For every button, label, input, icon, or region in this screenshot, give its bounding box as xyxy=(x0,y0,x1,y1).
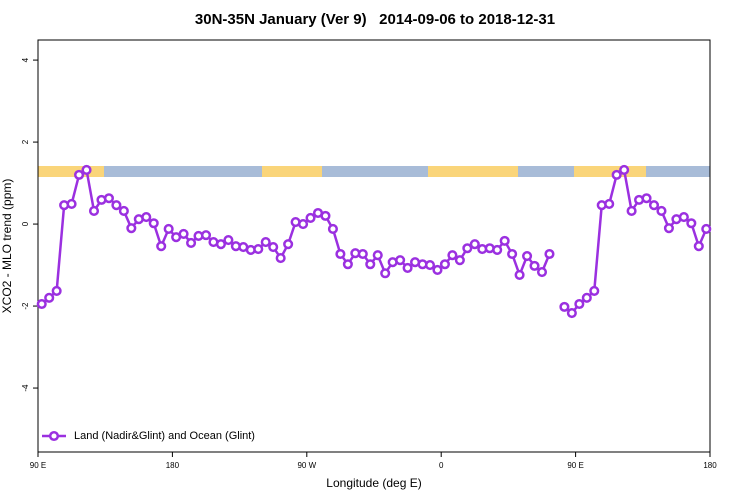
data-point xyxy=(163,223,174,235)
data-point xyxy=(178,228,189,239)
data-point xyxy=(604,198,615,210)
data-point xyxy=(36,298,47,310)
data-point xyxy=(529,260,540,271)
plot-frame xyxy=(37,39,711,453)
data-point xyxy=(462,243,473,254)
data-point xyxy=(44,292,55,303)
data-point xyxy=(156,241,167,252)
data-point xyxy=(215,239,226,250)
data-point xyxy=(424,260,436,271)
data-point xyxy=(693,241,704,252)
data-point xyxy=(559,301,570,312)
data-point xyxy=(566,307,577,319)
data-point xyxy=(648,200,660,211)
y-tick-label: 0 xyxy=(21,221,30,226)
chart-title: 30N-35N January (Ver 9) 2014-09-06 to 20… xyxy=(195,11,555,28)
data-point xyxy=(507,248,518,260)
y-tick-label: 2 xyxy=(21,139,30,144)
data-point xyxy=(499,235,510,246)
x-tick-label: 180 xyxy=(166,461,180,470)
y-tick-label: -2 xyxy=(21,302,30,310)
land-ocean-strip xyxy=(38,166,710,177)
data-point xyxy=(402,262,413,273)
data-point xyxy=(298,219,309,230)
data-point xyxy=(678,212,689,223)
data-point xyxy=(641,193,652,204)
data-point xyxy=(275,253,286,264)
data-point xyxy=(260,237,271,248)
data-point xyxy=(372,250,383,261)
data-point xyxy=(626,205,637,216)
data-point xyxy=(522,250,533,262)
data-point xyxy=(686,218,697,229)
data-point xyxy=(469,239,480,250)
y-tick-label: 4 xyxy=(21,57,30,62)
x-tick-label: 180 xyxy=(703,461,717,470)
data-point xyxy=(619,164,630,176)
legend-label: Land (Nadir&Glint) and Ocean (Glint) xyxy=(74,430,255,442)
data-point xyxy=(574,298,585,310)
data-point xyxy=(253,244,264,255)
x-tick-label: 0 xyxy=(439,461,444,470)
data-point xyxy=(439,259,450,270)
data-point xyxy=(223,235,234,246)
data-point xyxy=(148,218,159,229)
data-point xyxy=(268,241,279,253)
data-point xyxy=(283,239,294,250)
y-tick-label: -4 xyxy=(21,384,30,392)
data-point xyxy=(74,169,85,180)
x-tick-label: 90 E xyxy=(567,461,583,470)
data-point xyxy=(342,259,353,270)
land-band xyxy=(428,166,518,177)
data-point xyxy=(305,212,316,223)
data-point xyxy=(656,205,667,216)
land-band xyxy=(262,166,322,177)
data-point xyxy=(454,255,465,266)
legend-marker xyxy=(48,430,60,442)
data-point xyxy=(589,285,600,296)
data-point xyxy=(611,169,622,180)
data-point xyxy=(357,248,368,260)
x-axis-label: Longitude (deg E) xyxy=(326,476,421,490)
data-point xyxy=(126,223,137,234)
land-band xyxy=(574,166,646,177)
y-axis-label: XCO2 - MLO trend (ppm) xyxy=(0,179,14,314)
land-band xyxy=(38,166,104,177)
data-point xyxy=(103,193,114,204)
data-point xyxy=(365,259,376,270)
data-point xyxy=(200,230,212,241)
data-point xyxy=(186,237,197,248)
data-point xyxy=(81,164,92,176)
x-tick-label: 90 W xyxy=(297,461,316,470)
data-point xyxy=(118,205,129,216)
data-point xyxy=(701,223,712,235)
ocean-band xyxy=(38,166,710,177)
data-point xyxy=(66,198,77,210)
data-point xyxy=(581,292,592,303)
data-point xyxy=(51,285,62,296)
data-point xyxy=(320,210,331,221)
data-point xyxy=(141,212,152,223)
data-point xyxy=(447,250,458,261)
data-point xyxy=(88,205,100,216)
x-tick-label: 90 E xyxy=(30,461,46,470)
data-point xyxy=(514,269,525,280)
data-point xyxy=(544,248,555,260)
data-point xyxy=(432,264,443,276)
data-point xyxy=(663,223,674,234)
data-point xyxy=(492,244,503,255)
data-point xyxy=(395,255,406,266)
data-point xyxy=(380,268,391,279)
data-point xyxy=(111,200,122,211)
data-point xyxy=(536,266,548,278)
data-point xyxy=(335,248,346,260)
data-point xyxy=(327,223,338,235)
